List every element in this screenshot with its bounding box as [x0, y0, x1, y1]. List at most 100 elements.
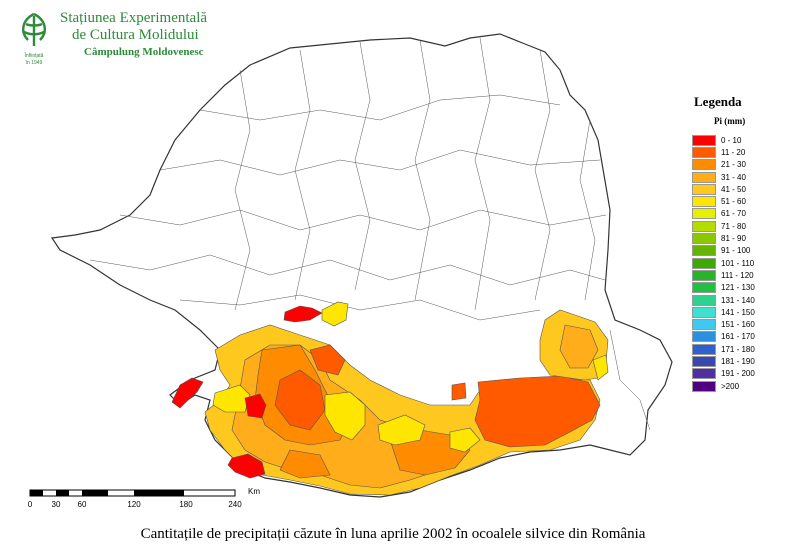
legend-item: 71 - 80 [692, 220, 782, 232]
region-51-60-d [212, 384, 251, 413]
legend-unit: Pi (mm) [714, 116, 746, 126]
legend-item: 181 - 190 [692, 355, 782, 367]
legend-item: 91 - 100 [692, 245, 782, 257]
legend-swatch [692, 196, 716, 208]
legend-label: 121 - 130 [721, 283, 755, 293]
legend-swatch [692, 220, 716, 232]
region-0-10-south [227, 453, 266, 479]
region-11-20-mid [309, 344, 346, 376]
legend-swatch [692, 368, 716, 380]
legend-swatch [692, 171, 716, 183]
region-51-60-e [321, 301, 349, 327]
legend-swatch [692, 257, 716, 269]
legend-label: 61 - 70 [721, 209, 746, 219]
scale-bar-graphic [29, 489, 236, 497]
legend-label: 151 - 160 [721, 320, 755, 330]
district-lines [89, 37, 651, 431]
scale-tick-label: 120 [127, 500, 141, 509]
legend-item: 101 - 110 [692, 257, 782, 269]
legend-label: 71 - 80 [721, 221, 746, 231]
header: Înființată în 1949 Stațiunea Experimenta… [14, 10, 244, 70]
legend-swatch [692, 183, 716, 195]
legend-swatch [692, 355, 716, 367]
legend-swatch [692, 146, 716, 158]
legend-swatch [692, 331, 716, 343]
legend-item: 11 - 20 [692, 146, 782, 158]
legend-item: 131 - 140 [692, 294, 782, 306]
legend-label: 31 - 40 [721, 172, 746, 182]
legend-item: 141 - 150 [692, 306, 782, 318]
region-51-60-c [449, 427, 481, 453]
legend-swatch [692, 380, 716, 392]
region-51-60-f [592, 354, 609, 381]
legend-swatch [692, 245, 716, 257]
legend-label: 111 - 120 [721, 270, 754, 280]
scale-tick-label: 180 [179, 500, 193, 509]
legend-item: 151 - 160 [692, 318, 782, 331]
legend-swatch [692, 233, 716, 245]
colored-districts [171, 301, 609, 496]
legend-label: 101 - 110 [721, 258, 755, 268]
scale-tick-label: 60 [77, 500, 87, 509]
legend-title: Legenda [694, 94, 742, 109]
region-0-10-top [283, 305, 323, 323]
legend-swatch [692, 134, 716, 146]
legend-label: 131 - 140 [721, 295, 755, 305]
legend-swatch [692, 294, 716, 306]
org-name-line2: de Cultura Molidului [72, 27, 199, 43]
legend-label: 171 - 180 [721, 344, 755, 354]
legend-swatch [692, 159, 716, 171]
legend-items: 0 - 10 11 - 20 21 - 30 31 - 40 41 - 50 51 - 6… [692, 134, 782, 392]
legend-label: 191 - 200 [721, 369, 755, 379]
legend-label: 21 - 30 [721, 160, 746, 170]
legend-label: 161 - 170 [721, 332, 755, 342]
legend-label: 41 - 50 [721, 184, 746, 194]
legend-item: 161 - 170 [692, 331, 782, 343]
legend-item: 51 - 60 [692, 195, 782, 208]
legend-swatch [692, 208, 716, 220]
legend-label: 181 - 190 [721, 356, 755, 366]
legend-item: 21 - 30 [692, 159, 782, 171]
legend-label: 11 - 20 [721, 147, 746, 157]
svg-text:în 1949: în 1949 [25, 60, 43, 66]
region-11-20-west [274, 369, 326, 431]
scale-tick-label: 0 [27, 500, 33, 509]
region-11-20-small [451, 382, 467, 401]
legend-label: 141 - 150 [721, 307, 755, 317]
legend-swatch [692, 282, 716, 294]
scale-tick-label: 30 [51, 500, 61, 509]
legend-swatch [692, 306, 716, 318]
map-caption: Cantitațile de precipitații căzute în lu… [140, 526, 646, 542]
scale-unit: Km [248, 487, 260, 496]
scale-tick-label: 240 [228, 500, 242, 509]
region-ne-31-40 [559, 324, 599, 369]
legend-item: 41 - 50 [692, 183, 782, 195]
legend-label: 81 - 90 [721, 234, 746, 244]
region-0-10-west [171, 377, 204, 409]
legend-item: 81 - 90 [692, 232, 782, 245]
legend-swatch [692, 269, 716, 281]
scale-bar: Km 0 30 60 120 180 240 [27, 487, 278, 512]
legend-item: 191 - 200 [692, 368, 782, 380]
legend-swatch [692, 343, 716, 355]
legend-item: >200 [692, 380, 782, 392]
org-location: Câmpulung Moldovenesc [84, 46, 204, 58]
legend-item: 61 - 70 [692, 208, 782, 220]
region-51-60-b [377, 414, 426, 446]
legend-item: 0 - 10 [692, 134, 782, 146]
legend: Legenda Pi (mm) 0 - 10 11 - 20 21 - 30 31 -… [692, 94, 782, 392]
svg-text:Înființată: Înființată [24, 52, 44, 59]
legend-swatch [692, 319, 716, 331]
legend-item: 31 - 40 [692, 171, 782, 183]
legend-item: 171 - 180 [692, 343, 782, 355]
legend-label: 0 - 10 [721, 135, 742, 145]
legend-label: 91 - 100 [721, 246, 751, 256]
legend-label: >200 [721, 381, 740, 391]
tree-logo-icon: Înființată în 1949 [22, 12, 46, 66]
region-21-30-c [279, 449, 331, 479]
legend-item: 121 - 130 [692, 282, 782, 294]
legend-label: 51 - 60 [721, 197, 746, 207]
region-0-10-mid [244, 393, 267, 419]
region-51-60-a [324, 391, 366, 441]
